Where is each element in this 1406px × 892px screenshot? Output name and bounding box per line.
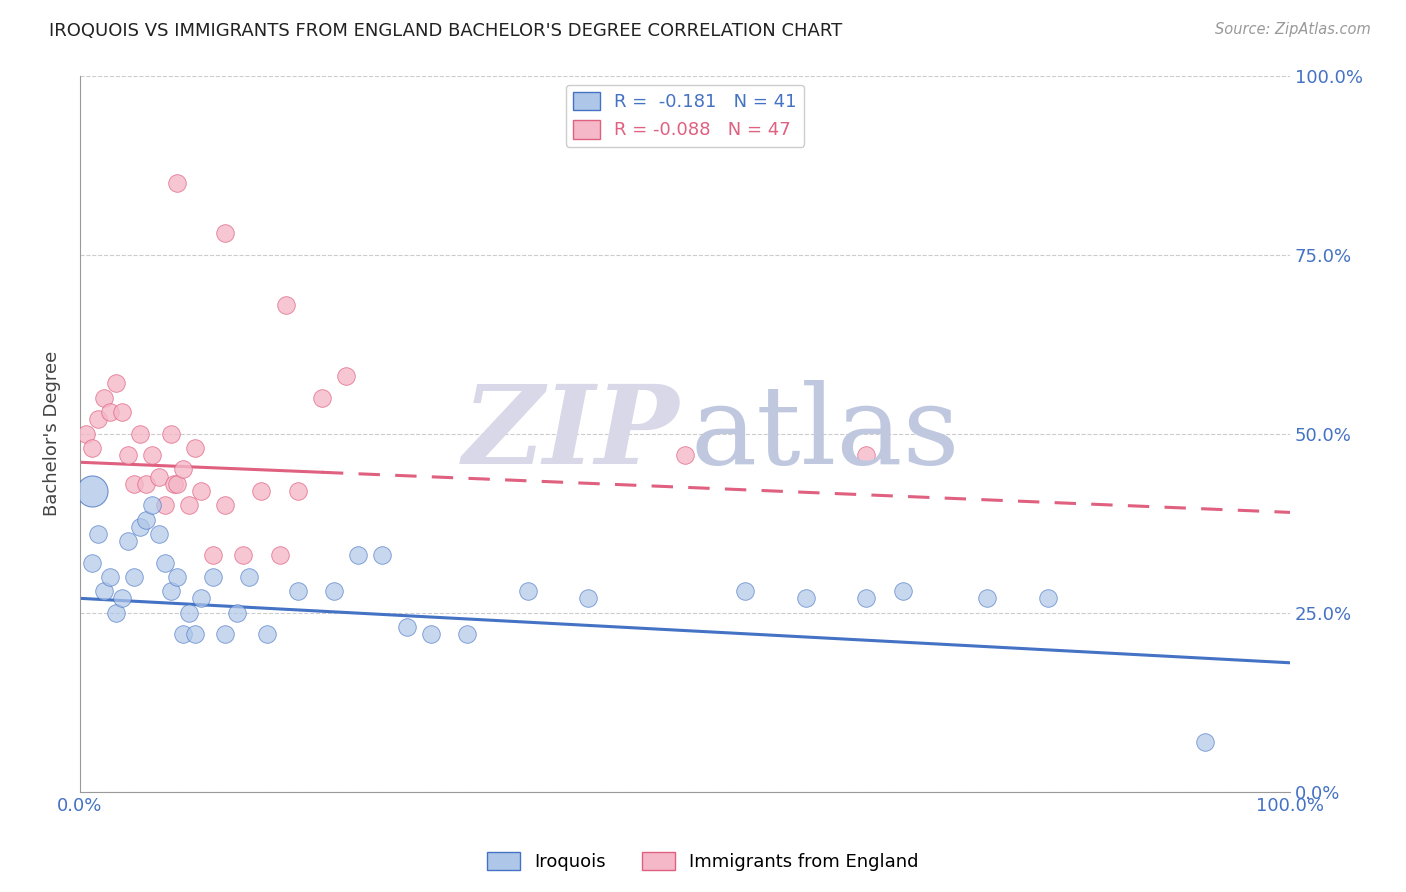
Point (124, 570, 146, 584)
Point (124, 476, 146, 491)
Point (184, 627, 207, 641)
Point (172, 627, 194, 641)
Point (673, 448, 696, 462)
Point (105, 606, 128, 620)
Point (214, 226, 236, 240)
Point (177, 498, 200, 512)
Point (371, 549, 394, 563)
Point (395, 620, 418, 634)
Point (287, 483, 309, 498)
Point (111, 405, 134, 419)
Point (855, 448, 877, 462)
Point (794, 591, 817, 606)
Point (163, 476, 186, 491)
Point (159, 426, 181, 441)
Point (269, 549, 291, 563)
Point (141, 498, 163, 512)
Point (93, 391, 115, 405)
Point (311, 391, 333, 405)
Point (80, 556, 103, 570)
Point (153, 498, 176, 512)
Point (250, 483, 273, 498)
Text: ZIP: ZIP (463, 380, 679, 487)
Point (1194, 734, 1216, 748)
Point (166, 570, 188, 584)
Point (287, 584, 309, 599)
Legend: R =  -0.181   N = 41, R = -0.088   N = 47: R = -0.181 N = 41, R = -0.088 N = 47 (565, 85, 804, 146)
Point (135, 476, 157, 491)
Text: IROQUOIS VS IMMIGRANTS FROM ENGLAND BACHELOR'S DEGREE CORRELATION CHART: IROQUOIS VS IMMIGRANTS FROM ENGLAND BACH… (49, 22, 842, 40)
Point (87, 412, 110, 426)
Point (1036, 591, 1059, 606)
Point (172, 462, 194, 476)
Point (190, 483, 212, 498)
Point (80, 483, 103, 498)
Point (177, 606, 200, 620)
Point (347, 549, 370, 563)
Point (166, 476, 188, 491)
Point (129, 426, 152, 441)
Point (111, 591, 134, 606)
Y-axis label: Bachelor's Degree: Bachelor's Degree (44, 351, 60, 516)
Point (323, 584, 346, 599)
Point (232, 549, 254, 563)
Point (159, 584, 181, 599)
Point (214, 498, 236, 512)
Point (80, 441, 103, 455)
Point (98, 570, 121, 584)
Point (117, 534, 139, 549)
Point (148, 469, 170, 483)
Point (75, 426, 97, 441)
Point (117, 448, 139, 462)
Point (184, 441, 207, 455)
Point (226, 606, 249, 620)
Point (141, 448, 163, 462)
Point (456, 627, 478, 641)
Point (105, 376, 128, 391)
Point (576, 591, 599, 606)
Point (238, 570, 260, 584)
Point (516, 584, 538, 599)
Point (419, 627, 441, 641)
Point (201, 570, 224, 584)
Point (201, 549, 224, 563)
Point (98, 405, 121, 419)
Point (274, 298, 297, 312)
Text: atlas: atlas (690, 380, 960, 487)
Point (256, 627, 278, 641)
Point (148, 527, 170, 541)
Point (891, 584, 914, 599)
Point (129, 519, 152, 533)
Point (93, 584, 115, 599)
Point (190, 591, 212, 606)
Point (87, 527, 110, 541)
Point (214, 627, 236, 641)
Point (855, 591, 877, 606)
Point (976, 591, 998, 606)
Point (734, 584, 756, 599)
Legend: Iroquois, Immigrants from England: Iroquois, Immigrants from England (481, 845, 925, 879)
Point (153, 556, 176, 570)
Point (135, 512, 157, 526)
Text: Source: ZipAtlas.com: Source: ZipAtlas.com (1215, 22, 1371, 37)
Point (166, 176, 188, 190)
Point (335, 369, 357, 384)
